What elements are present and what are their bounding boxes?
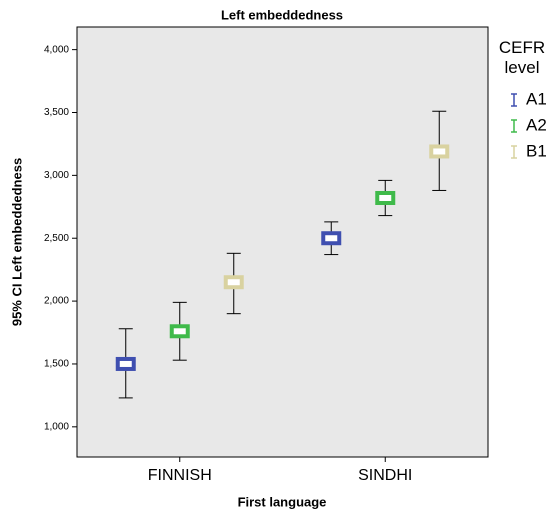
legend-title: CEFR level — [498, 38, 546, 77]
mean-marker — [429, 144, 450, 159]
x-axis-title: First language — [238, 494, 327, 509]
legend-label: B1 — [526, 141, 547, 160]
legend-label: A1 — [526, 89, 547, 108]
legend-label: A2 — [526, 115, 547, 134]
chart-title: Left embeddedness — [221, 7, 343, 22]
y-tick-label: 3,500 — [44, 107, 69, 118]
y-tick-label: 2,500 — [44, 233, 69, 244]
mean-marker — [169, 324, 190, 339]
y-axis-title: 95% CI Left embeddedness — [9, 158, 24, 326]
y-tick-label: 2,000 — [44, 296, 69, 307]
mean-marker — [223, 275, 244, 290]
mean-marker — [115, 356, 136, 371]
mean-marker — [321, 231, 342, 246]
mean-marker — [375, 190, 396, 205]
y-tick-label: 1,500 — [44, 359, 69, 370]
plot-area — [76, 26, 489, 458]
x-tick-label: SINDHI — [358, 467, 412, 484]
y-tick-label: 3,000 — [44, 170, 69, 181]
y-tick-label: 4,000 — [44, 44, 69, 55]
y-tick-label: 1,000 — [44, 421, 69, 432]
x-tick-label: FINNISH — [148, 467, 212, 484]
